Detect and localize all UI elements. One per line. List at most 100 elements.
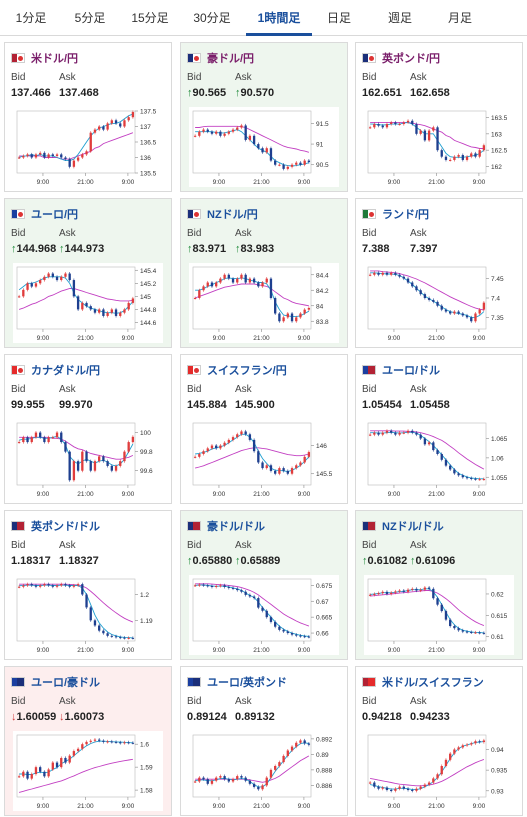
mini-chart[interactable]: 163.5 163 162.5 162 9:00 21:00 9:00 (364, 107, 514, 187)
rate-card[interactable]: NZドル/円 Bid Ask ↑83.971 ↑83.983 84.4 84.2 84 83.8… (180, 198, 348, 348)
currency-pair-link[interactable]: ユーロ/豪ドル (31, 677, 101, 689)
y-tick-label: 84.2 (316, 288, 329, 295)
candle (51, 437, 54, 439)
rate-card[interactable]: 豪ドル/円 Bid Ask ↑90.565 ↑90.570 91.5 91 90.5 9:00 2… (180, 42, 348, 192)
currency-pair-link[interactable]: 米ドル/円 (31, 53, 79, 65)
currency-pair-link[interactable]: 米ドル/スイスフラン (382, 677, 484, 689)
tab-7[interactable]: 月足 (447, 11, 472, 25)
tab-3[interactable]: 30分足 (193, 11, 231, 25)
candle (299, 162, 302, 165)
candle (390, 592, 393, 594)
candle (236, 278, 239, 283)
rate-card[interactable]: 米ドル/円 Bid Ask 137.466 137.468 137.5 137 136.5 13… (4, 42, 172, 192)
y-tick-label: 7.45 (491, 276, 504, 283)
rate-card[interactable]: ユーロ/英ポンド Bid Ask 0.89124 0.89132 0.892 0.89 0.8… (180, 666, 348, 816)
currency-pair-link[interactable]: ランド/円 (382, 209, 430, 221)
candle (89, 306, 92, 310)
candle (223, 274, 226, 279)
candle (257, 598, 260, 608)
mini-chart[interactable]: 0.675 0.67 0.665 0.66 9:00 21:00 9:00 (189, 575, 339, 655)
candle (406, 788, 410, 790)
candle (444, 611, 448, 620)
currency-pair-link[interactable]: ユーロ/円 (31, 209, 79, 221)
mini-chart[interactable]: 0.892 0.89 0.888 0.886 9:00 21:00 9:00 (189, 731, 339, 811)
candle (457, 311, 460, 314)
tab-1[interactable]: 5分足 (74, 11, 106, 25)
mini-chart[interactable]: 100 99.8 99.6 9:00 21:00 9:00 (13, 419, 163, 499)
rate-card[interactable]: ユーロ/豪ドル Bid Ask ↓1.60059 ↓1.60073 1.6 1.59 1.58… (4, 666, 172, 816)
candle (55, 762, 59, 768)
rate-card[interactable]: スイスフラン/円 Bid Ask 145.884 145.900 146 145.5 9:00… (180, 354, 348, 504)
rate-card[interactable]: NZドル/ドル Bid Ask ↑0.61082 ↑0.61096 0.62 0.615 0.… (355, 510, 523, 660)
moving-average-fast (19, 740, 133, 775)
ask-price: 7.397 (410, 243, 438, 255)
candle (398, 786, 401, 789)
rate-card[interactable]: ユーロ/円 Bid Ask ↑144.968 ↑144.973 145.4 145.2 145… (4, 198, 172, 348)
candle (265, 777, 268, 786)
candle (43, 584, 46, 586)
mini-chart[interactable]: 7.45 7.4 7.35 9:00 21:00 9:00 (364, 263, 514, 343)
x-tick-label: 21:00 (253, 179, 270, 186)
candle (402, 276, 405, 279)
bid-value: 0.94218 (362, 711, 402, 723)
candle (252, 439, 256, 452)
currency-pair-link[interactable]: ユーロ/英ポンド (207, 677, 288, 689)
ask-price: 0.65889 (240, 555, 281, 567)
currency-pair-link[interactable]: 豪ドル/円 (207, 53, 255, 65)
currency-pair-link[interactable]: ユーロ/ドル (382, 365, 441, 377)
plot-frame (192, 266, 312, 330)
y-tick-label: 144.6 (140, 320, 157, 327)
mini-chart[interactable]: 0.62 0.615 0.61 9:00 21:00 9:00 (364, 575, 514, 655)
tab-4[interactable]: 1時間足 (246, 0, 312, 36)
candle (299, 635, 302, 637)
currency-pair-link[interactable]: 豪ドル/ドル (207, 521, 266, 533)
candle (210, 131, 214, 134)
mini-chart[interactable]: 1.2 1.19 9:00 21:00 9:00 (13, 575, 163, 655)
currency-flag-icon (11, 53, 25, 63)
candle (223, 776, 226, 780)
currency-pair-link[interactable]: NZドル/ドル (382, 521, 444, 533)
tab-2[interactable]: 15分足 (131, 11, 169, 25)
currency-flag-icon (187, 521, 201, 531)
currency-pair-link[interactable]: カナダドル/円 (31, 365, 101, 377)
candle (64, 757, 67, 763)
candle (465, 477, 469, 479)
mini-chart[interactable]: 146 145.5 9:00 21:00 9:00 (189, 419, 339, 499)
currency-pair-link[interactable]: 英ポンド/ドル (31, 521, 101, 533)
rate-card[interactable]: カナダドル/円 Bid Ask 99.955 99.970 100 99.8 99.6 9:00… (4, 354, 172, 504)
candle (436, 301, 439, 306)
mini-chart[interactable]: 0.94 0.935 0.93 9:00 21:00 9:00 (364, 731, 514, 811)
mini-chart[interactable]: 84.4 84.2 84 83.8 9:00 21:00 9:00 (189, 263, 339, 343)
tab-5[interactable]: 日足 (326, 11, 351, 25)
rate-card[interactable]: ユーロ/ドル Bid Ask 1.05454 1.05458 1.065 1.06 1.055… (355, 354, 523, 504)
mini-chart[interactable]: 145.4 145.2 145 144.8 144.6 9:00 21:00 9:00 (13, 263, 163, 343)
rate-card[interactable]: 米ドル/スイスフラン Bid Ask 0.94218 0.94233 0.94 0.935 0… (355, 666, 523, 816)
moving-average-slow (195, 583, 310, 627)
down-arrow-icon: ↓ (11, 711, 17, 723)
candle (286, 470, 289, 474)
currency-pair-link[interactable]: 英ポンド/円 (382, 53, 441, 65)
y-tick-label: 1.58 (140, 788, 153, 795)
mini-chart[interactable]: 1.6 1.59 1.58 9:00 21:00 9:00 (13, 731, 163, 811)
currency-pair-link[interactable]: NZドル/円 (207, 209, 258, 221)
y-tick-label: 136 (140, 155, 151, 162)
ask-price: 1.05458 (410, 399, 450, 411)
candle (114, 636, 118, 638)
mini-chart[interactable]: 137.5 137 136.5 136 135.5 9:00 21:00 9:00 (13, 107, 163, 187)
tab-6[interactable]: 週足 (387, 11, 412, 25)
rate-card[interactable]: 英ポンド/円 Bid Ask 162.651 162.658 163.5 163 162.5 1… (355, 42, 523, 192)
mini-chart[interactable]: 91.5 91 90.5 9:00 21:00 9:00 (189, 107, 339, 187)
rate-card[interactable]: ランド/円 Bid Ask 7.388 7.397 7.45 7.4 7.35 9:00 21:0… (355, 198, 523, 348)
bid-ask-labels: Bid Ask (362, 72, 427, 83)
up-arrow-icon: ↑ (410, 555, 416, 567)
rate-card[interactable]: 豪ドル/ドル Bid Ask ↑0.65880 ↑0.65889 0.675 0.67 0.6… (180, 510, 348, 660)
candle (415, 788, 418, 791)
candle (368, 274, 372, 276)
x-tick-label: 9:00 (122, 647, 135, 654)
currency-pair-link[interactable]: スイスフラン/円 (207, 365, 287, 377)
bid-price: 144.968 (16, 243, 57, 255)
rate-card[interactable]: 英ポンド/ドル Bid Ask 1.18317 1.18327 1.2 1.19 9:00 21… (4, 510, 172, 660)
candle (131, 436, 135, 443)
mini-chart[interactable]: 1.065 1.06 1.055 9:00 21:00 9:00 (364, 419, 514, 499)
tab-0[interactable]: 1分足 (15, 11, 47, 25)
